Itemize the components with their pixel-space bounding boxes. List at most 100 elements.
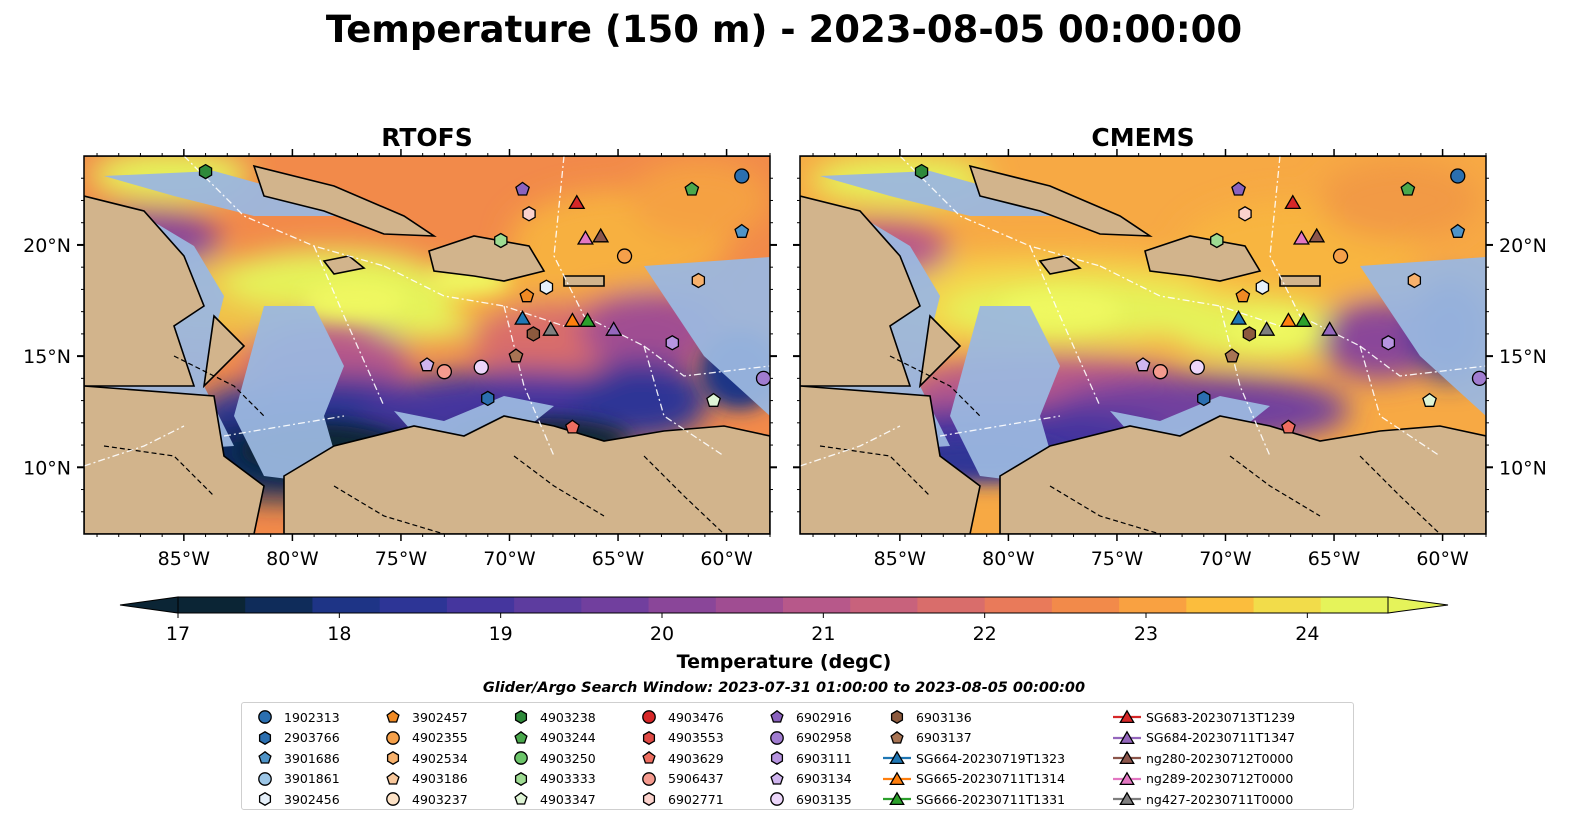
legend-label: 4903237: [412, 791, 468, 807]
legend-symbol: [258, 771, 272, 786]
panel-rtofs: RTOFS: [23, 123, 777, 570]
legend-symbol: [514, 792, 528, 805]
platform-marker: [1381, 335, 1396, 351]
platform-marker: [684, 181, 700, 196]
legend-column: 6902916 6902958 6903111 6903134 6903135: [762, 707, 852, 810]
legend-label: 4902355: [412, 730, 468, 746]
legend-label: 6903137: [916, 730, 972, 746]
search-window-text: Glider/Argo Search Window: 2023-07-31 01…: [483, 680, 1085, 696]
legend-label: 6902916: [796, 709, 852, 725]
platform-marker: [1281, 419, 1296, 434]
legend-label: ng427-20230711T0000: [1146, 791, 1294, 807]
platform-marker: [1295, 312, 1313, 327]
platform-marker: [1450, 168, 1466, 184]
colorbar-segment: [1253, 597, 1322, 613]
legend-symbol: [642, 792, 656, 807]
legend-marker: [258, 771, 272, 786]
legend-symbol: [883, 771, 911, 785]
legend-label: 6903135: [796, 791, 852, 807]
legend-marker: [770, 751, 784, 766]
colorbar-tick-label: 24: [1295, 623, 1319, 645]
platform-marker: [522, 206, 536, 222]
platform-marker: [1422, 392, 1437, 407]
legend-marker: [1119, 771, 1135, 785]
legend-marker: [258, 751, 272, 764]
platform-marker: [565, 419, 580, 434]
legend-item: 6903111: [762, 748, 852, 769]
legend-item: ng427-20230711T0000: [1112, 789, 1295, 810]
legend-symbol: [770, 751, 784, 766]
platform-marker: [1255, 279, 1270, 295]
x-tick-label: 60°W: [700, 548, 753, 570]
legend-symbol: [514, 771, 528, 786]
colorbar-segment: [783, 597, 851, 613]
colorbar-tick-label: 22: [973, 623, 997, 645]
legend-symbol: [258, 792, 272, 807]
legend-label: 6902771: [668, 791, 724, 807]
legend-label: 6903134: [796, 771, 852, 787]
legend-item: SG683-20230713T1239: [1112, 707, 1295, 728]
x-tick-label: 65°W: [592, 548, 645, 570]
platform-marker: [1235, 288, 1251, 303]
y-tick-label: 20°N: [1499, 235, 1547, 257]
panel-cmems: CMEMS: [793, 123, 1547, 570]
platform-marker: [515, 181, 530, 196]
legend-label: 3901861: [284, 771, 340, 787]
legend-item: 6902958: [762, 728, 852, 749]
y-tick-label: 15°N: [1499, 346, 1547, 368]
legend-symbol: [386, 751, 400, 766]
legend-item: 3901861: [250, 769, 340, 790]
legend-marker: [770, 771, 784, 785]
legend-item: 4903186: [378, 769, 468, 790]
platform-marker: [1230, 309, 1248, 325]
colorbar-tick-label: 21: [811, 623, 835, 645]
x-tick-label: 60°W: [1416, 548, 1469, 570]
legend-symbol: [514, 751, 528, 766]
legend-label: 4903250: [540, 750, 596, 766]
legend-symbol: [770, 730, 784, 745]
legend-marker: [770, 730, 784, 745]
legend-item: 2903766: [250, 728, 340, 749]
platform-marker: [1258, 321, 1276, 336]
legend-symbol: [883, 791, 911, 806]
legend-label: 4903238: [540, 709, 596, 725]
legend-symbol: [386, 792, 400, 807]
platform-marker: [436, 364, 453, 380]
platform-marker: [1284, 194, 1302, 210]
legend-symbol: [514, 730, 528, 744]
legend-symbol: [890, 710, 904, 725]
legend-label: ng289-20230712T0000: [1146, 771, 1294, 787]
legend-marker: [386, 751, 400, 766]
y-tick-label: 20°N: [23, 235, 71, 257]
legend-column: 3902457 4902355 4902534 4903186 4903237: [378, 707, 468, 810]
legend-marker: [890, 730, 904, 744]
colorbar-segment: [581, 597, 650, 613]
platform-marker: [1135, 357, 1151, 372]
legend-symbol: [642, 751, 656, 764]
colorbar-segment: [984, 597, 1053, 613]
legend-marker: [642, 730, 656, 745]
legend-symbol: [1113, 730, 1141, 744]
platform-marker: [1189, 359, 1205, 375]
legend-item: 4903244: [506, 728, 596, 749]
legend-item: 6902771: [634, 789, 724, 810]
colorbar-segment: [1119, 597, 1187, 613]
platform-marker: [734, 223, 750, 238]
platform-marker: [539, 279, 554, 295]
platform-marker: [579, 312, 597, 327]
colorbar-segment: [850, 597, 919, 613]
legend-marker: [770, 710, 784, 723]
legend-item: 3902456: [250, 789, 340, 810]
platform-marker: [514, 309, 532, 325]
platform-marker: [1332, 248, 1349, 264]
legend-column: SG683-20230713T1239 SG684-20230711T1347 ng…: [1112, 707, 1295, 810]
legend-marker: [889, 750, 905, 765]
platform-marker: [734, 168, 750, 184]
legend-item: 4903237: [378, 789, 468, 810]
legend-column: 1902313 2903766 3901686 3901861 3902456: [250, 707, 340, 810]
colorbar-tick-label: 19: [489, 623, 513, 645]
platform-marker: [592, 227, 610, 243]
platform-marker: [1308, 227, 1326, 243]
figure-title: Temperature (150 m) - 2023-08-05 00:00:0…: [326, 8, 1242, 51]
y-tick-label: 15°N: [23, 346, 71, 368]
